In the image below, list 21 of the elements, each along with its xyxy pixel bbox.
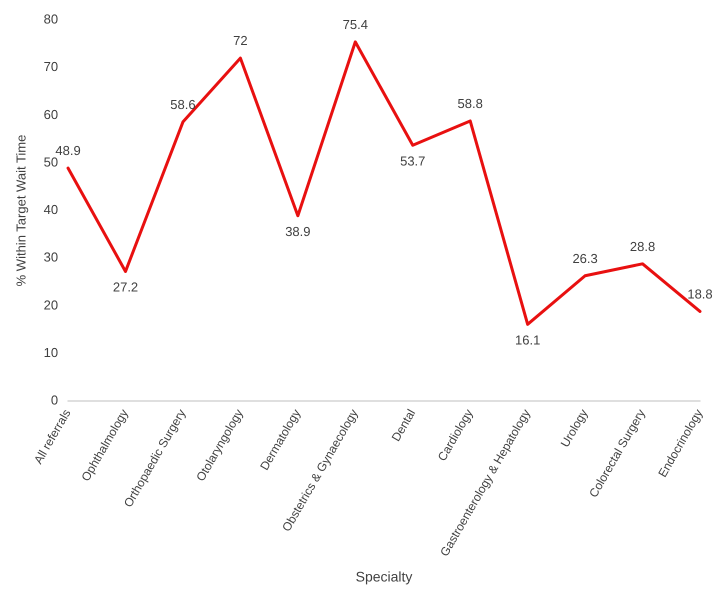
y-tick-label: 0: [50, 392, 58, 408]
data-label: 58.6: [170, 96, 196, 112]
y-tick-label: 40: [44, 202, 58, 218]
y-tick-label: 60: [44, 106, 58, 122]
data-label: 38.9: [285, 224, 311, 239]
y-tick-label: 10: [44, 344, 58, 360]
y-tick-label: 20: [44, 297, 58, 312]
data-label: 27.2: [112, 280, 138, 295]
data-label: 16.1: [514, 332, 540, 348]
y-axis-title: % Within Target Wait Time: [13, 134, 28, 286]
data-label: 58.8: [458, 96, 483, 112]
data-label: 26.3: [572, 250, 598, 266]
data-label: 72: [233, 33, 248, 48]
y-tick-label: 70: [44, 59, 58, 74]
x-axis-title: Specialty: [356, 568, 412, 584]
data-label: 28.8: [630, 238, 656, 254]
data-label: 53.7: [400, 153, 426, 168]
y-tick-label: 30: [44, 250, 58, 265]
y-tick-label: 80: [44, 12, 58, 27]
data-label: 75.4: [342, 16, 368, 32]
data-label: 18.8: [687, 286, 713, 302]
